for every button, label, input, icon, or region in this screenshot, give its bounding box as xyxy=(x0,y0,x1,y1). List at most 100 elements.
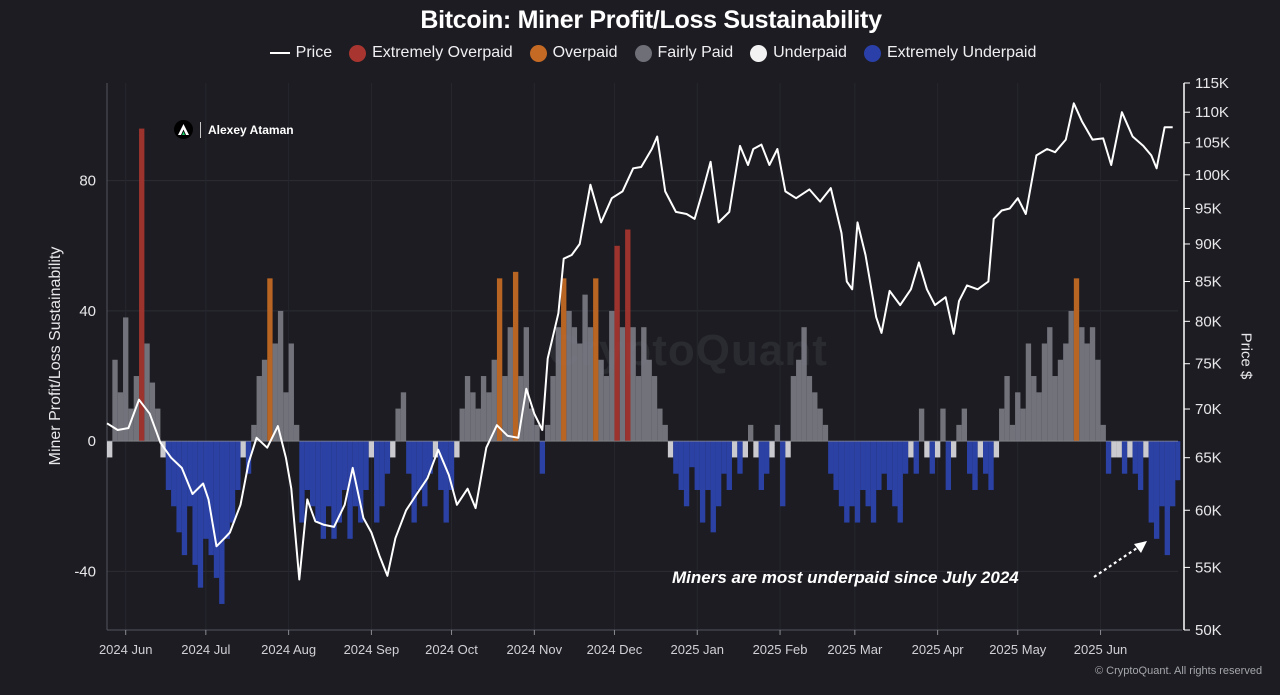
legend-item-price[interactable]: Price xyxy=(269,44,332,62)
sustainability-bar xyxy=(731,441,738,458)
sustainability-bar xyxy=(272,343,278,442)
sustainability-bar xyxy=(555,327,562,442)
sustainability-bar xyxy=(662,424,668,442)
sustainability-bar xyxy=(240,441,246,458)
author-badge: Alexey Ataman xyxy=(174,120,294,139)
sustainability-bar xyxy=(411,441,417,523)
sustainability-bar xyxy=(1052,376,1058,442)
sustainability-bar xyxy=(614,245,620,442)
sustainability-bar xyxy=(806,376,813,442)
sustainability-bar xyxy=(1057,359,1064,442)
legend-item-overpaid[interactable]: Overpaid xyxy=(529,44,618,62)
y2-tick-label: 85K xyxy=(1195,274,1222,291)
sustainability-bar xyxy=(833,441,839,490)
sustainability-bar xyxy=(454,441,460,458)
sustainability-bar xyxy=(977,441,984,458)
sustainability-bar xyxy=(309,441,316,507)
sustainability-bar xyxy=(678,441,684,490)
sustainability-bar xyxy=(999,408,1005,442)
sustainability-bar xyxy=(422,441,428,507)
sustainability-bar xyxy=(1127,441,1133,458)
sustainability-bar xyxy=(753,441,759,458)
sustainability-bar xyxy=(1159,441,1165,507)
sustainability-bar xyxy=(374,441,380,523)
sustainability-bar xyxy=(1084,343,1090,442)
sustainability-bar xyxy=(293,424,300,442)
sustainability-bar xyxy=(892,441,898,507)
sustainability-bar xyxy=(326,441,332,507)
sustainability-bar xyxy=(844,441,850,523)
sustainability-bar xyxy=(870,441,877,523)
y2-tick-label: 90K xyxy=(1195,236,1222,253)
x-tick-label: 2024 Nov xyxy=(507,642,563,657)
sustainability-bar xyxy=(320,441,327,539)
legend-label-overpaid: Overpaid xyxy=(552,44,618,61)
sustainability-bar xyxy=(1041,343,1048,442)
x-tick-label: 2024 Oct xyxy=(425,642,478,657)
sustainability-bar xyxy=(1031,376,1037,442)
legend-item-extremely-underpaid[interactable]: Extremely Underpaid xyxy=(863,44,1036,62)
sustainability-bar xyxy=(363,441,369,490)
sustainability-bar xyxy=(603,376,610,442)
sustainability-bar xyxy=(171,441,177,507)
y-tick-label: -40 xyxy=(74,563,96,580)
sustainability-bar xyxy=(790,376,797,442)
color-dot-icon xyxy=(634,44,652,62)
legend-label-extremely-overpaid: Extremely Overpaid xyxy=(372,44,513,61)
sustainability-bar xyxy=(865,441,871,507)
sustainability-bar xyxy=(277,310,284,442)
sustainability-bar xyxy=(1063,343,1069,442)
sustainability-bar xyxy=(181,441,188,556)
sustainability-bar xyxy=(956,424,962,442)
sustainability-bar xyxy=(945,441,951,490)
sustainability-bar xyxy=(475,408,481,442)
legend-item-extremely-overpaid[interactable]: Extremely Overpaid xyxy=(349,44,513,62)
sustainability-bar xyxy=(1137,441,1144,490)
sustainability-bar xyxy=(609,310,615,442)
sustainability-bar xyxy=(390,441,396,458)
sustainability-bar xyxy=(400,392,407,442)
sustainability-bar xyxy=(342,441,348,490)
x-tick-label: 2024 Jul xyxy=(181,642,230,657)
sustainability-bar xyxy=(245,441,252,474)
sustainability-bar xyxy=(160,441,166,458)
y2-axis-label: Price $ xyxy=(1237,332,1255,380)
sustainability-bar xyxy=(518,376,524,442)
x-tick-label: 2024 Jun xyxy=(99,642,153,657)
sustainability-bar xyxy=(993,441,1000,458)
sustainability-bar xyxy=(149,382,156,442)
sustainability-bar xyxy=(561,278,567,442)
sustainability-bar xyxy=(512,271,519,442)
y2-tick-label: 115K xyxy=(1195,75,1229,92)
legend-label-fairly-paid: Fairly Paid xyxy=(657,44,734,61)
sustainability-bar xyxy=(208,441,214,556)
color-dot-icon xyxy=(349,44,367,62)
y-axis-label: Miner Profit/Loss Sustainability xyxy=(47,246,64,466)
price-line xyxy=(106,102,1173,581)
sustainability-bar xyxy=(470,392,476,442)
sustainability-bar xyxy=(913,441,919,474)
sustainability-bar xyxy=(641,327,647,442)
sustainability-bar xyxy=(1169,441,1176,507)
sustainability-bar xyxy=(705,441,711,490)
sustainability-bar xyxy=(577,343,583,442)
sustainability-bar xyxy=(1121,441,1128,474)
sustainability-bar xyxy=(347,441,353,539)
sustainability-bar xyxy=(1105,441,1112,474)
sustainability-bar xyxy=(769,441,775,458)
sustainability-bar xyxy=(929,441,935,474)
sustainability-bar xyxy=(625,229,631,442)
legend-item-fairly-paid[interactable]: Fairly Paid xyxy=(634,44,734,62)
sustainability-bar xyxy=(961,408,968,442)
sustainability-bar xyxy=(1143,441,1149,458)
sustainability-bar xyxy=(155,408,161,442)
sustainability-bar xyxy=(464,376,471,442)
sustainability-bar xyxy=(283,392,289,442)
legend-item-underpaid[interactable]: Underpaid xyxy=(750,44,847,62)
sustainability-bar xyxy=(1095,359,1101,442)
sustainability-bar xyxy=(1089,327,1096,442)
x-tick-label: 2025 Jun xyxy=(1074,642,1128,657)
sustainability-bar xyxy=(699,441,706,523)
y2-tick-label: 50K xyxy=(1195,622,1222,639)
sustainability-bar xyxy=(112,359,118,442)
